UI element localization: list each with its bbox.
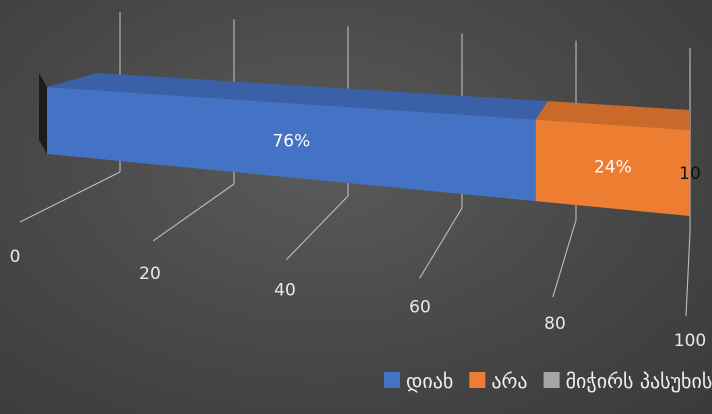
bar-top-2 bbox=[535, 101, 690, 130]
x-tick-label: 60 bbox=[409, 297, 431, 317]
data-labels: 76% 24% 10 bbox=[272, 131, 700, 184]
gridline-floor bbox=[19, 171, 121, 223]
bar-segment-2 bbox=[535, 119, 690, 216]
legend-swatch-3 bbox=[543, 372, 560, 388]
legend-swatch-1 bbox=[384, 372, 400, 388]
data-label-1: 76% bbox=[272, 131, 310, 151]
bar-stack bbox=[39, 73, 690, 216]
legend-label-1: დიახ bbox=[406, 369, 453, 393]
data-label-2: 24% bbox=[594, 158, 632, 178]
x-axis-ticks: 0 20 40 60 80 100 bbox=[10, 247, 707, 351]
legend-swatch-2 bbox=[469, 372, 486, 388]
data-label-3: 10 bbox=[679, 164, 701, 184]
x-tick-label: 40 bbox=[274, 281, 296, 301]
x-tick-label: 80 bbox=[544, 314, 566, 334]
x-tick-label: 0 bbox=[10, 247, 21, 267]
bar-segment-1 bbox=[47, 87, 536, 202]
legend: დიახ არა მიჭირს პასუხის გაცემა bbox=[384, 369, 712, 393]
legend-label-2: არა bbox=[491, 369, 527, 393]
x-tick-label: 20 bbox=[139, 264, 161, 284]
gridline-floor bbox=[552, 219, 577, 298]
x-tick-label: 100 bbox=[674, 331, 706, 351]
gridline-floor bbox=[286, 195, 349, 260]
gridline-floor bbox=[152, 183, 235, 242]
bar-end-cap bbox=[39, 73, 47, 154]
gridline-floor bbox=[419, 207, 463, 279]
legend-label-3: მიჭირს პასუხის გაცემა bbox=[566, 369, 712, 393]
gridline-floor bbox=[685, 231, 691, 317]
bar-top-1 bbox=[47, 73, 548, 120]
